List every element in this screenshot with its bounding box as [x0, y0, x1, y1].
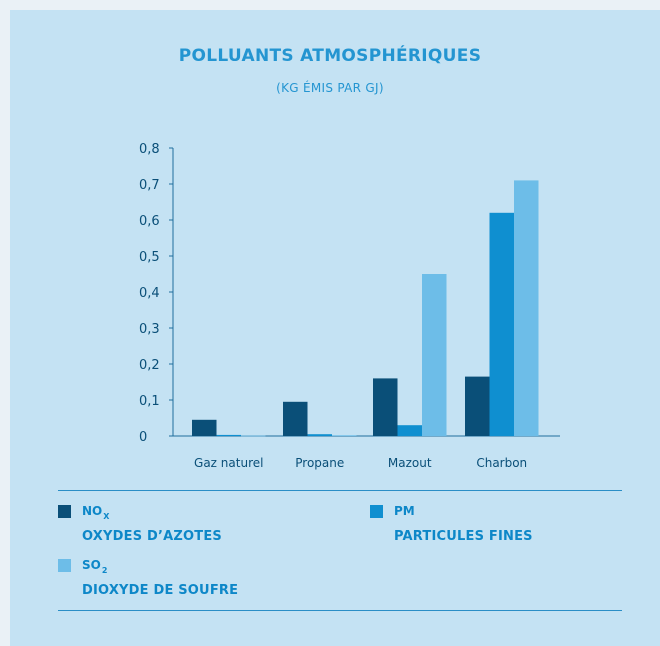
bar-pm-1: [307, 434, 332, 436]
bar-so2-3: [514, 180, 539, 436]
bar-nox-2: [373, 378, 398, 436]
bar-so2-2: [422, 274, 447, 436]
bar-pm-0: [216, 434, 241, 436]
bar-so2-0: [241, 435, 266, 437]
legend-desc-pm: PARTICULES FINES: [394, 529, 533, 544]
y-tick-label: 0,2: [139, 358, 160, 373]
bar-chart: 0 0,1 0,2 0,3 0,4 0,5 0,6 0,7 0,8 Gaz naturel Prop…: [139, 142, 560, 470]
y-tick-label: 0,8: [139, 142, 160, 157]
x-tick-label: Mazout: [388, 456, 432, 470]
x-tick-label: Propane: [295, 456, 344, 470]
x-tick-label: Charbon: [476, 456, 527, 470]
y-tick-label: 0,7: [139, 178, 160, 193]
bar-nox-1: [283, 401, 308, 436]
y-tick-label: 0,4: [139, 286, 160, 301]
y-tick-label: 0,5: [139, 250, 160, 265]
bar-nox-0: [192, 419, 217, 436]
x-tick-label: Gaz naturel: [194, 456, 263, 470]
legend-swatch-pm: [370, 505, 383, 518]
y-tick-label: 0,3: [139, 322, 160, 337]
chart-subtitle: (KG ÉMIS PAR GJ): [276, 81, 384, 95]
legend-desc-nox: OXYDES D’AZOTES: [82, 529, 222, 544]
legend-desc-so2: DIOXYDE DE SOUFRE: [82, 583, 239, 598]
chart-title: POLLUANTS ATMOSPHÉRIQUES: [178, 46, 482, 66]
legend-code-nox: NOX: [82, 504, 110, 521]
legend-swatch-so2: [58, 559, 71, 572]
y-tick-label: 0: [139, 430, 147, 445]
legend-bottom-divider: [58, 610, 622, 611]
legend-top-divider: [58, 490, 622, 491]
y-tick-label: 0,1: [139, 394, 160, 409]
bar-so2-1: [332, 435, 357, 436]
legend-swatch-nox: [58, 505, 71, 518]
bar-pm-3: [489, 212, 514, 436]
bar-pm-2: [397, 425, 422, 436]
legend-code-pm: PM: [394, 504, 415, 518]
bar-nox-3: [465, 376, 490, 436]
y-tick-label: 0,6: [139, 214, 160, 229]
legend-code-so2: SO2: [82, 558, 108, 575]
chart-panel: [10, 10, 660, 646]
